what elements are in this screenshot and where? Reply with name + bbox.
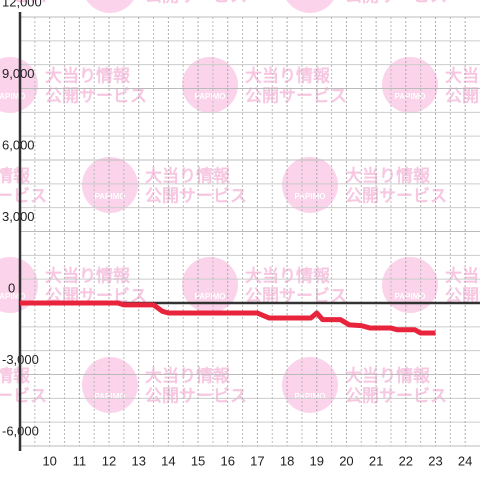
watermark-logo: [182, 57, 238, 113]
watermark-text: 大当り情報: [245, 65, 331, 85]
watermark-text: 大当り情報: [245, 265, 331, 285]
watermark-text: 公開サービス: [145, 186, 247, 205]
watermark-logo: [182, 257, 238, 313]
watermark-logo-text: PAPIMO: [195, 292, 226, 301]
x-tick-label: 16: [221, 453, 235, 468]
watermark-text: 公開サービス: [345, 386, 447, 405]
x-tick-label: 11: [73, 453, 87, 468]
watermark-logo-text: PAPIMO: [295, 192, 326, 201]
watermark-logo-text: PAPIMO: [95, 0, 126, 1]
watermark-logo-text: PAPIMO: [195, 92, 226, 101]
watermark-logo: [382, 57, 438, 113]
watermark-text: 公開サービス: [145, 386, 247, 405]
watermark-logo: [86, 0, 134, 13]
x-tick-label: 18: [280, 453, 294, 468]
watermark-text: 大当り情報: [445, 65, 480, 85]
watermark-text: 公開サービス: [245, 86, 347, 105]
x-tick-label: 12: [102, 453, 116, 468]
y-tick-label: 9,000: [2, 66, 35, 81]
watermark-text: 大当り情報: [345, 165, 431, 185]
x-tick-label: 17: [250, 453, 264, 468]
watermark-text: 大当り情報: [145, 165, 231, 185]
watermark-text: 大当り情報: [0, 165, 31, 185]
x-tick-label: 20: [339, 453, 353, 468]
x-tick-label: 24: [458, 453, 472, 468]
watermark-logo-text: PAPIMO: [0, 292, 25, 301]
watermark-text: 大当り情報: [45, 265, 131, 285]
y-tick-label: 6,000: [2, 137, 35, 152]
x-tick-label: 22: [399, 453, 413, 468]
watermark-logo-text: PAPIMO: [295, 0, 326, 1]
watermark-logo: [282, 357, 338, 413]
watermark-text: 公開サービス: [345, 0, 447, 5]
x-tick-label: 21: [369, 453, 383, 468]
watermark-logo: [382, 257, 438, 313]
watermark-logo-text: PAPIMO: [0, 92, 25, 101]
watermark-text: 大当り情報: [345, 365, 431, 385]
watermark-logo-text: PAPIMO: [95, 192, 126, 201]
watermark-logo: [282, 157, 338, 213]
data-line: [20, 300, 436, 336]
x-tick-label: 10: [42, 453, 56, 468]
y-tick-label: 12,000: [2, 0, 42, 9]
watermark-text: 大当り情報: [445, 265, 480, 285]
watermark-text: 大当り情報: [0, 365, 31, 385]
watermark-logo-text: PAPIMO: [395, 92, 426, 101]
watermark-text: 大当り情報: [145, 365, 231, 385]
x-tick-label: 23: [428, 453, 442, 468]
x-tick-label: 19: [310, 453, 324, 468]
watermark-logo-text: PAPIMO: [95, 392, 126, 401]
watermark-text: 公開サービス: [145, 0, 247, 5]
watermark-text: 公開サービス: [0, 386, 47, 405]
watermark-logo-text: PAPIMO: [395, 292, 426, 301]
watermark-text: 公開サービス: [345, 186, 447, 205]
watermark-text: 公開サービス: [0, 186, 47, 205]
x-tick-label: 14: [161, 453, 175, 468]
watermark-text: 公開サービス: [45, 86, 147, 105]
watermark-text: 大当り情報: [45, 65, 131, 85]
watermark-logo: [82, 157, 138, 213]
x-tick-label: 15: [191, 453, 205, 468]
watermark-logo: [286, 0, 334, 13]
y-tick-label: 0: [8, 280, 15, 295]
watermark-text: 公開サービス: [445, 86, 480, 105]
y-tick-label: 3,000: [2, 209, 35, 224]
watermark-logo-text: PAPIMO: [295, 392, 326, 401]
watermark-text: 公開サービス: [245, 286, 347, 305]
watermark-text: 公開サービス: [0, 0, 47, 5]
x-tick-label: 13: [131, 453, 145, 468]
watermark-logo: [82, 357, 138, 413]
watermark-text: 公開サービス: [445, 286, 480, 305]
